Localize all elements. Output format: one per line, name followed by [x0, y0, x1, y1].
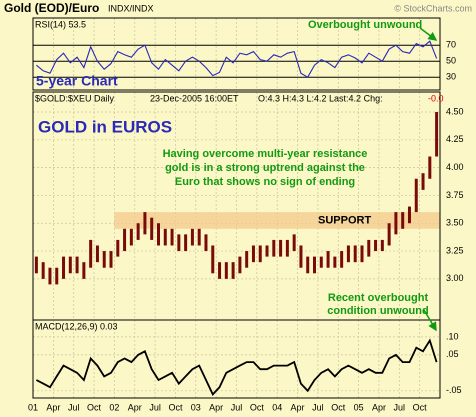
panel-border [32, 319, 441, 399]
annotation: gold is in a strong uptrend against the [165, 162, 365, 174]
x-tick-label: 01 [28, 402, 38, 412]
chart-title: Gold (EOD)/Euro [4, 1, 99, 15]
x-tick-label: 03 [191, 402, 201, 412]
x-tick-label: 02 [109, 402, 119, 412]
x-tick-label: Jul [312, 402, 324, 412]
x-tick-label: Oct [331, 402, 346, 412]
panel-label: RSI(14) 53.5 [35, 19, 86, 29]
x-tick-label: Oct [250, 402, 265, 412]
y-tick-label: 50 [446, 56, 456, 66]
y-tick-label: -.05 [446, 385, 462, 395]
y-tick-label: 30 [446, 72, 456, 82]
panel-label: $GOLD:$XEU Daily [35, 93, 115, 103]
copyright: © StockCharts.com [394, 3, 472, 13]
band-label: SUPPORT [318, 214, 371, 226]
arrow [423, 309, 437, 332]
annotation: Euro that shows no sign of ending [175, 176, 355, 188]
x-tick-label: Apr [291, 402, 305, 412]
y-tick-label: 3.50 [446, 218, 464, 228]
date: 23-Dec-2005 16:00ET [150, 93, 239, 103]
x-tick-label: Jul [149, 402, 161, 412]
annotation: Having overcome multi-year resistance [163, 148, 368, 160]
change: -0.0 [428, 93, 444, 103]
x-tick-label: Oct [168, 402, 183, 412]
x-tick-label: Oct [87, 402, 102, 412]
x-tick-label: Apr [209, 402, 223, 412]
exchange: INDX/INDX [108, 3, 154, 13]
y-tick-label: 4.25 [446, 134, 464, 144]
y-tick-label: .05 [446, 349, 459, 359]
subtitle: 5-year Chart [36, 73, 118, 89]
y-tick-label: 4.50 [446, 106, 464, 116]
x-tick-label: Apr [46, 402, 60, 412]
quote: O:4.3 H:4.3 L:4.2 Last:4.2 Chg: [258, 93, 383, 103]
y-tick-label: 4.00 [446, 162, 464, 172]
x-tick-label: Jul [394, 402, 406, 412]
series-line [35, 338, 438, 396]
x-tick-label: 05 [354, 402, 364, 412]
x-tick-label: Oct [413, 402, 428, 412]
panel-label: MACD(12,26,9) 0.03 [35, 321, 118, 331]
panel-title: GOLD in EUROS [38, 117, 172, 136]
annotation: condition unwound [327, 305, 428, 317]
annotation: Recent overbought [328, 292, 429, 304]
y-tick-label: .10 [446, 331, 459, 341]
y-tick-label: 3.75 [446, 190, 464, 200]
y-tick-label: 3.25 [446, 245, 464, 255]
x-tick-label: Apr [128, 402, 142, 412]
x-tick-label: Apr [372, 402, 386, 412]
panel-border [32, 17, 441, 91]
x-tick-label: 04 [272, 402, 282, 412]
arrow [419, 27, 438, 41]
annotation: Overbought unwound [308, 19, 422, 31]
y-tick-label: 3.00 [446, 273, 464, 283]
support-band [114, 212, 441, 229]
y-tick-label: 70 [446, 40, 456, 50]
x-tick-label: Jul [231, 402, 243, 412]
series-line [36, 40, 438, 78]
x-tick-label: Jul [68, 402, 80, 412]
